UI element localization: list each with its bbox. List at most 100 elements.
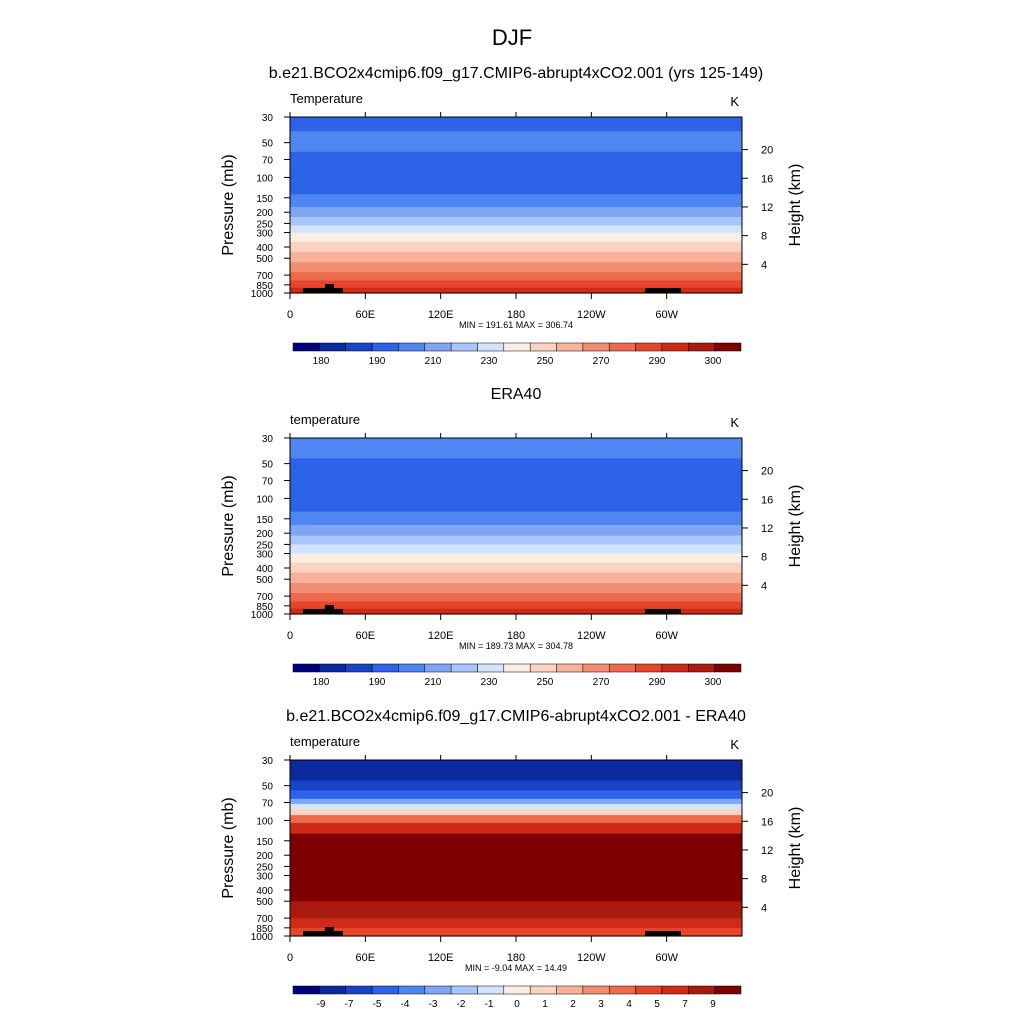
colorbar-swatch [556,342,584,352]
colorbar-label: -7 [345,999,354,1010]
colorbar-swatch [371,342,399,352]
units-label: K [730,94,739,109]
min-max-stats: MIN = -9.04 MAX = 14.49 [465,963,567,973]
colorbar-label: 4 [626,999,632,1010]
colorbar-swatch [661,985,689,995]
colorbar-swatch [398,663,426,673]
colorbar-swatch [503,985,531,995]
colorbar-label: 1 [542,999,548,1010]
colorbar-label: -4 [401,999,410,1010]
y-axis-right-label: Height (km) [787,807,804,890]
pressure-tick-label: 250 [256,540,273,551]
x-tick-label: 60W [655,309,678,321]
pressure-tick-label: 30 [262,113,274,124]
colorbar-label: 210 [425,677,442,688]
y-axis-label: Pressure (mb) [220,475,237,576]
colorbar-swatch [450,663,478,673]
x-tick-label: 120E [428,952,454,964]
x-tick-label: 0 [287,630,293,642]
height-tick-label: 16 [761,173,773,185]
colorbar-swatch [529,985,557,995]
contour-band [290,815,742,824]
colorbar-swatch [398,985,426,995]
pressure-tick-label: 500 [256,897,273,908]
pressure-tick-label: 850 [256,924,273,935]
x-tick-label: 180 [507,630,525,642]
height-tick-label: 12 [761,202,773,214]
contour-band [290,608,742,615]
colorbar-label: 7 [682,999,688,1010]
pressure-tick-label: 300 [256,550,273,561]
y-axis-right-label: Height (km) [787,485,804,568]
colorbar-label: 300 [705,677,722,688]
colorbar-label: 9 [710,999,716,1010]
contour-band [290,151,742,178]
colorbar-swatch [398,342,426,352]
colorbar-swatch [529,342,557,352]
contour-band [290,194,742,208]
colorbar-swatch [292,342,320,352]
contour-band [290,177,742,195]
colorbar-label: 290 [649,677,666,688]
terrain-mask [325,605,334,609]
pressure-tick-label: 250 [256,219,273,230]
colorbar-label: 290 [649,356,666,367]
panel-title: b.e21.BCO2x4cmip6.f09_g17.CMIP6-abrupt4x… [286,708,746,725]
contour-band [290,206,742,218]
height-tick-label: 4 [761,580,767,592]
contour-band [290,511,742,526]
pressure-tick-label: 250 [256,862,273,873]
colorbar-swatch [714,985,742,995]
colorbar-label: 5 [654,999,660,1010]
pressure-tick-label: 100 [256,494,273,505]
terrain-mask [645,931,681,936]
pressure-tick-label: 150 [256,194,273,205]
colorbar-label: 210 [425,356,442,367]
colorbar-swatch [582,985,610,995]
pressure-tick-label: 70 [262,477,274,488]
colorbar-label: 190 [369,356,386,367]
colorbar-label: 2 [570,999,576,1010]
pressure-tick-label: 70 [262,799,274,810]
colorbar-swatch [477,985,505,995]
colorbar-swatch [714,663,742,673]
colorbar-swatch [477,663,505,673]
colorbar-label: 180 [313,677,330,688]
contour-band [290,572,742,584]
panel-title: b.e21.BCO2x4cmip6.f09_g17.CMIP6-abrupt4x… [269,65,763,82]
pressure-tick-label: 50 [262,139,274,150]
height-tick-label: 20 [761,145,773,157]
units-label: K [730,415,739,430]
colorbar-label: 300 [705,356,722,367]
colorbar-label: 270 [593,356,610,367]
colorbar-swatch [582,342,610,352]
contour-band [290,562,742,574]
contour-band [290,438,742,459]
colorbar-label: 0 [514,999,520,1010]
contour-band [290,553,742,564]
terrain-mask [303,609,343,614]
variable-label: temperature [290,412,360,427]
x-tick-label: 0 [287,952,293,964]
terrain-mask [303,931,343,936]
colorbar-swatch [345,985,373,995]
contour-band [290,287,742,294]
x-tick-label: 120W [577,952,606,964]
x-tick-label: 60W [655,630,678,642]
colorbar-swatch [450,342,478,352]
colorbar-swatch [556,663,584,673]
colorbar-swatch [424,663,452,673]
min-max-stats: MIN = 189.73 MAX = 304.78 [459,641,573,651]
contour-band [290,760,742,781]
colorbar-label: -9 [317,999,326,1010]
colorbar-swatch [635,342,663,352]
contour-band [290,798,742,805]
contour-band [290,131,742,153]
colorbar-swatch [608,985,636,995]
colorbar-swatch [503,342,531,352]
colorbar-swatch [503,663,531,673]
colorbar-swatch [345,342,373,352]
contour-band [290,901,742,919]
colorbar-swatch [556,985,584,995]
